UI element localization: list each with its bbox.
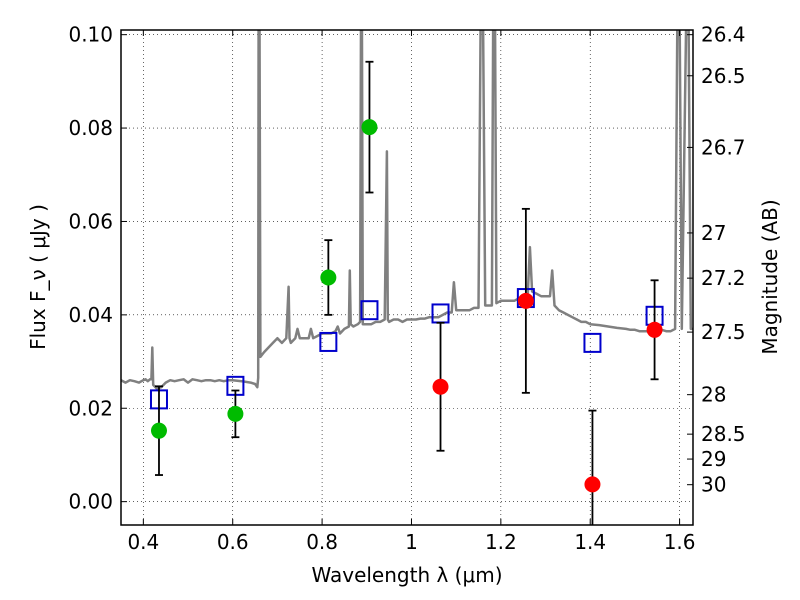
flux-point [517, 292, 534, 309]
model-flux-square [360, 300, 379, 321]
mag-tick-label: 27.2 [701, 266, 746, 290]
x-tick-label: 1.6 [664, 530, 696, 554]
y-tick-label: 0.02 [68, 396, 113, 420]
model-flux-square [319, 331, 338, 352]
x-axis-label: Wavelength λ (μm) [311, 563, 502, 587]
y-tick-label: 0.00 [68, 490, 113, 514]
y-tick-label: 0.08 [68, 116, 113, 140]
y-tick-label: 0.10 [68, 23, 113, 47]
mag-tick-label: 26.4 [701, 23, 746, 47]
flux-point [646, 321, 663, 338]
model-spectrum-line [121, 30, 693, 390]
flux-point [432, 378, 449, 395]
y-tick-label: 0.04 [68, 303, 113, 327]
grid [121, 30, 693, 525]
ticks: 0.4 0.6 0.8 1 1.2 1.4 1.6 0.00 0.02 0.04 0.06 0.08 0… [68, 23, 745, 554]
mag-tick-label: 26.7 [701, 135, 746, 159]
mag-tick-label: 28.5 [701, 422, 746, 446]
plot-frame [120, 29, 694, 526]
x-tick-label: 1.4 [574, 530, 606, 554]
x-tick-label: 1.2 [485, 530, 517, 554]
flux-point [150, 422, 167, 439]
y-axis-label-right: Magnitude (AB) [758, 199, 782, 354]
mag-tick-label: 29 [701, 447, 726, 471]
y-tick-label: 0.06 [68, 209, 113, 233]
mag-tick-label: 28 [701, 383, 726, 407]
mag-tick-label: 26.5 [701, 64, 746, 88]
x-tick-label: 0.8 [306, 530, 338, 554]
flux-point [320, 269, 337, 286]
x-tick-label: 1 [405, 530, 418, 554]
mag-tick-label: 27 [701, 221, 726, 245]
y-axis-label: Flux F_ν ( μJy ) [26, 204, 50, 350]
flux-point [227, 405, 244, 422]
plot-area [121, 30, 693, 525]
mag-tick-label: 27.5 [701, 320, 746, 344]
flux-point [584, 476, 601, 493]
flux-point [361, 119, 378, 136]
x-tick-label: 0.4 [127, 530, 159, 554]
x-tick-label: 0.6 [217, 530, 249, 554]
mag-tick-label: 30 [701, 473, 726, 497]
model-flux-square [583, 332, 602, 353]
